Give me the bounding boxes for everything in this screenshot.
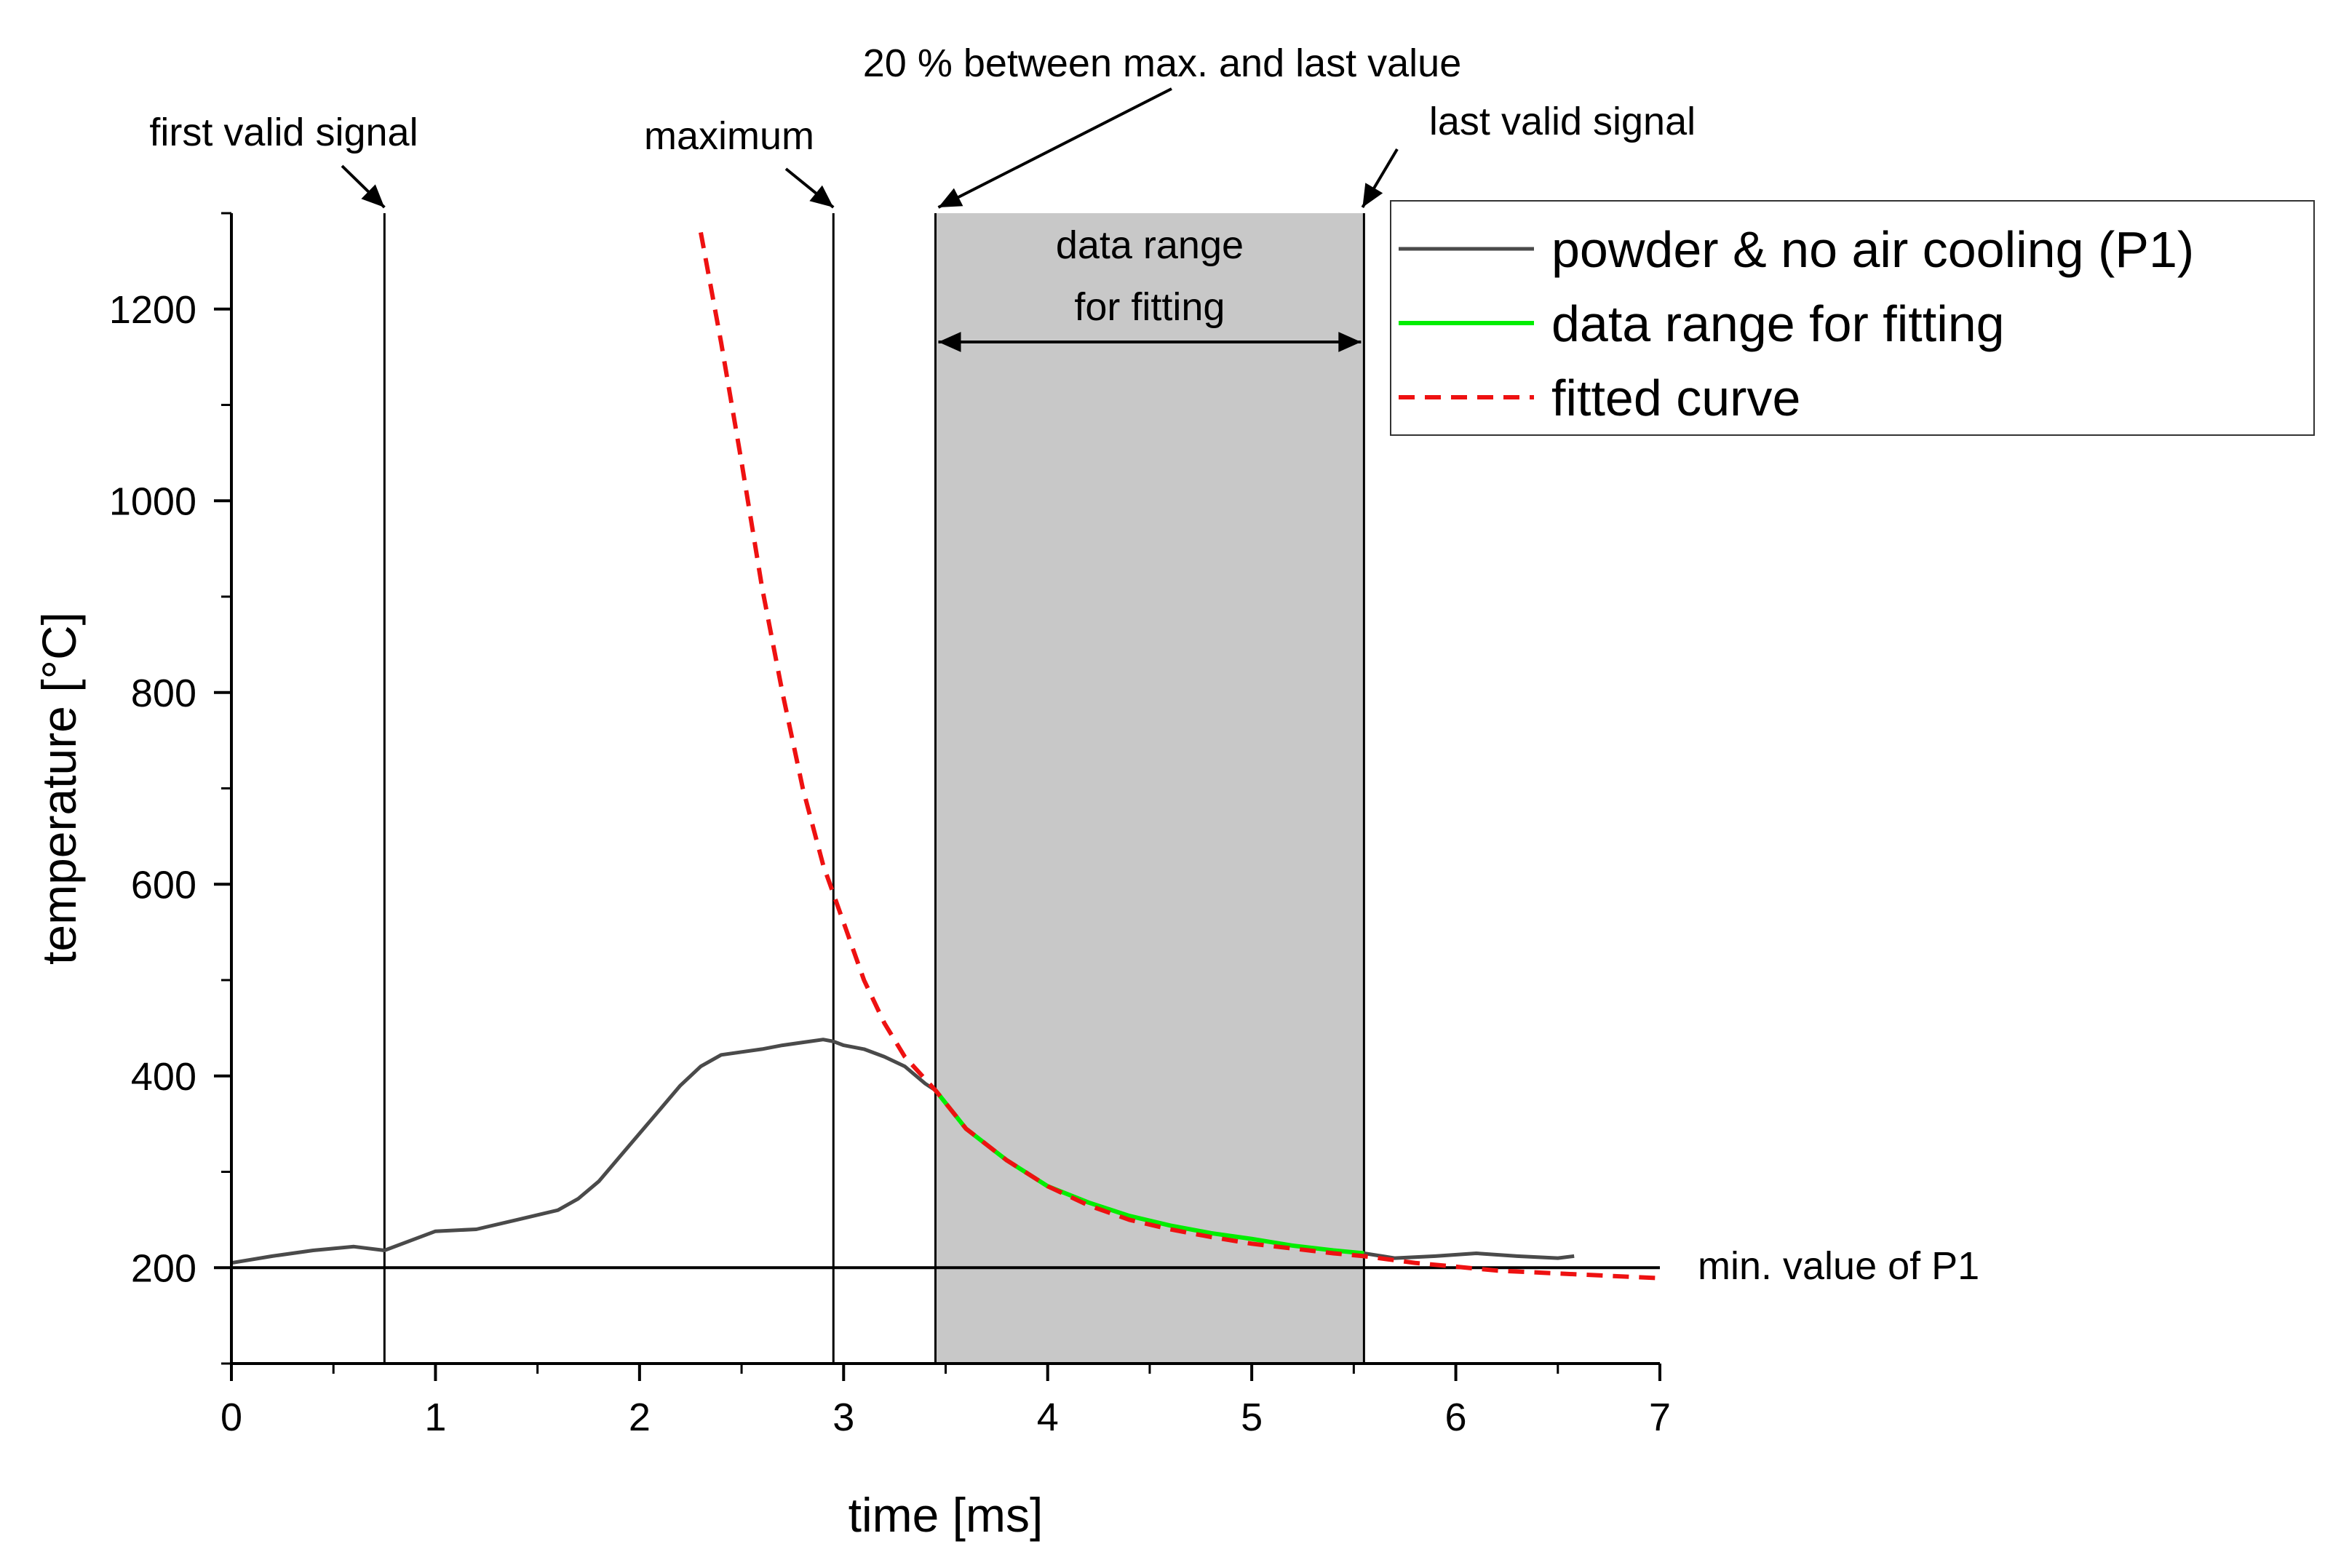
- annotation-first-valid-signal: first valid signal: [149, 111, 418, 154]
- series-line-2: [699, 231, 1661, 1281]
- y-tick-label: 200: [131, 1246, 196, 1290]
- fitting-range-shading: [935, 213, 1364, 1364]
- y-axis-title: temperature [°C]: [32, 612, 86, 965]
- annotation-last-valid-signal: last valid signal: [1429, 100, 1696, 143]
- x-tick-label: 7: [1649, 1396, 1671, 1439]
- arrow-20-percent: [937, 87, 1172, 209]
- x-tick-label: 0: [220, 1396, 242, 1439]
- series-group: [231, 231, 1661, 1281]
- y-tick-label: 800: [131, 672, 196, 715]
- annotations: first valid signal maximum 20 % between …: [149, 41, 1979, 1288]
- annotation-min-value: min. value of P1: [1698, 1244, 1979, 1288]
- reference-lines: [231, 213, 1660, 1364]
- legend-label-fit-range: data range for fitting: [1551, 295, 2005, 352]
- series-line-0: [231, 1038, 1575, 1265]
- annotation-arrows: [341, 87, 1399, 352]
- y-tick-label: 1000: [109, 479, 196, 523]
- legend-box: [1390, 200, 2315, 436]
- x-tick-label: 6: [1445, 1396, 1467, 1439]
- x-tick-label: 5: [1241, 1396, 1263, 1439]
- y-tick-label: 600: [131, 863, 196, 907]
- annotation-maximum: maximum: [644, 114, 814, 158]
- legend-label-p1: powder & no air cooling (P1): [1551, 221, 2194, 278]
- y-tick-label: 1200: [109, 288, 196, 332]
- fit-range-arrow-right-head: [1338, 332, 1362, 352]
- ticks: 0 1 2 3 4 5 6 7 200 400 600 800 1000 1200: [109, 212, 1671, 1439]
- shaded-region-label-line2: for fitting: [1074, 285, 1225, 329]
- x-axis-title: time [ms]: [848, 1488, 1044, 1542]
- x-tick-label: 4: [1037, 1396, 1059, 1439]
- series-line-1: [934, 1089, 1364, 1256]
- arrow-last-valid-signal-head: [1362, 183, 1383, 207]
- x-tick-label: 1: [424, 1396, 446, 1439]
- arrow-first-valid-signal-head: [361, 184, 385, 207]
- shaded-region-label-line1: data range: [1056, 223, 1244, 267]
- annotation-20-percent: 20 % between max. and last value: [863, 41, 1462, 85]
- x-tick-label: 3: [832, 1396, 854, 1439]
- x-tick-label: 2: [629, 1396, 651, 1439]
- legend-label-fitted-curve: fitted curve: [1551, 370, 1800, 426]
- arrow-maximum-head: [809, 185, 834, 207]
- legend: powder & no air cooling (P1) data range …: [1390, 200, 2315, 436]
- arrow-20-percent-head: [938, 188, 963, 207]
- y-tick-label: 400: [131, 1055, 196, 1099]
- fit-range-arrow-left-head: [938, 332, 961, 352]
